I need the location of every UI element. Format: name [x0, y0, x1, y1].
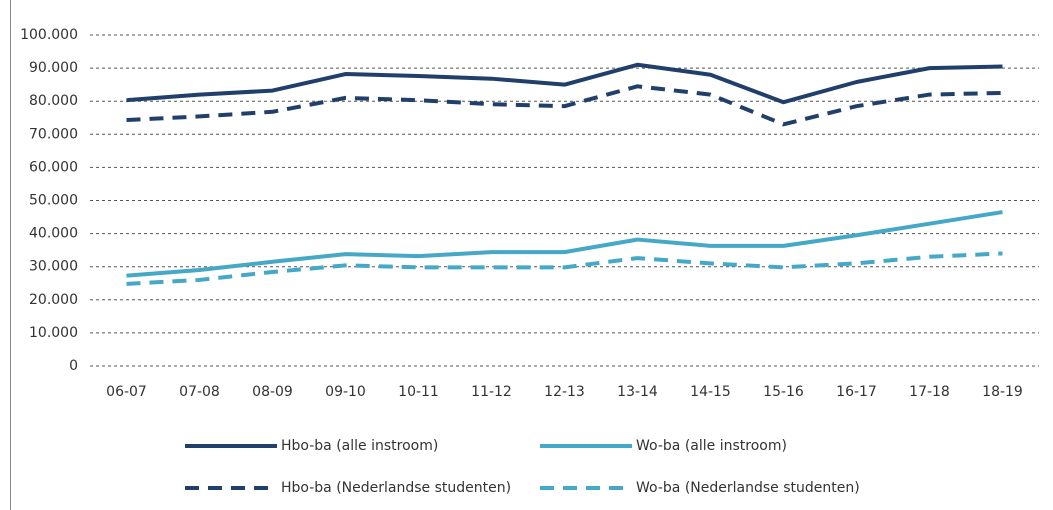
line: [126, 210, 1003, 278]
legend-label: Wo-ba (Nederlandse studenten): [636, 480, 860, 496]
x-tick-label: 16-17: [836, 384, 877, 400]
line: [126, 62, 1003, 105]
x-tick-label: 10-11: [398, 384, 439, 400]
x-tick-label: 12-13: [544, 384, 585, 400]
x-tick-label: 09-10: [325, 384, 366, 400]
x-tick-label: 18-19: [982, 384, 1023, 400]
x-tick-label: 15-16: [763, 384, 804, 400]
x-tick-label: 07-08: [179, 384, 220, 400]
y-tick-label: 60.000: [29, 159, 78, 175]
x-tick-label: 17-18: [909, 384, 950, 400]
y-tick-label: 30.000: [29, 259, 78, 275]
x-tick-label: 06-07: [106, 384, 147, 400]
chart-frame: [10, 0, 11, 510]
y-tick-label: 10.000: [29, 325, 78, 341]
x-tick-label: 08-09: [252, 384, 293, 400]
x-tick-label: 13-14: [617, 384, 658, 400]
legend-label: Hbo-ba (Nederlandse studenten): [281, 480, 511, 496]
x-tick-label: 14-15: [690, 384, 731, 400]
legend-label: Hbo-ba (alle instroom): [281, 438, 438, 454]
line: [126, 84, 1003, 127]
y-tick-label: 40.000: [29, 226, 78, 242]
y-tick-label: 100.000: [20, 27, 78, 43]
x-tick-label: 11-12: [471, 384, 512, 400]
y-tick-label: 50.000: [29, 193, 78, 209]
y-tick-label: 70.000: [29, 126, 78, 142]
y-tick-label: 80.000: [29, 93, 78, 109]
y-tick-label: 90.000: [29, 60, 78, 76]
y-tick-label: 20.000: [29, 292, 78, 308]
y-tick-label: 0: [69, 358, 78, 374]
legend-label: Wo-ba (alle instroom): [636, 438, 787, 454]
line: [126, 251, 1003, 286]
